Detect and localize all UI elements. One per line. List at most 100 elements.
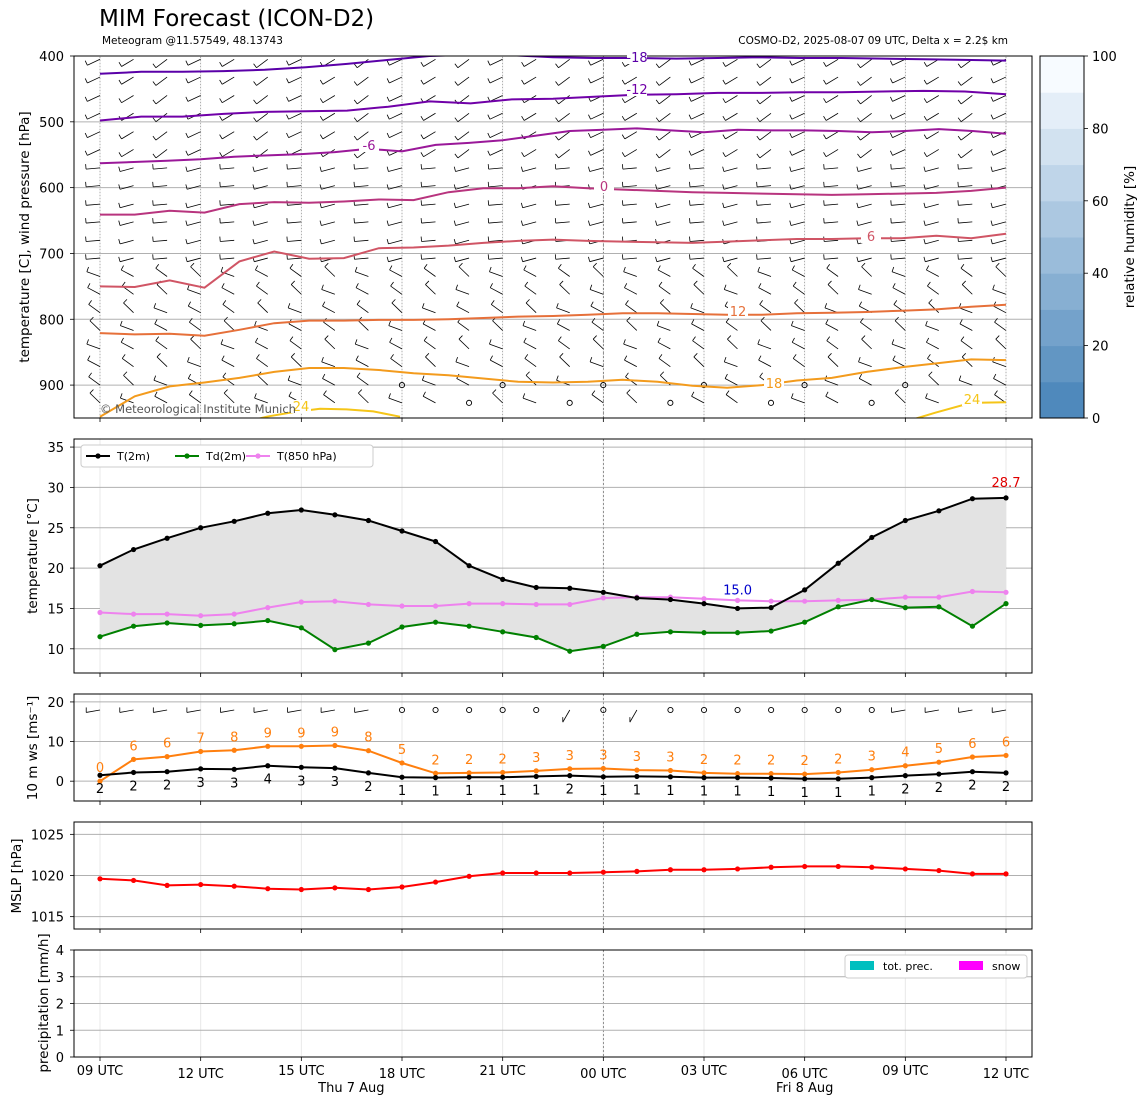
wind-barb — [556, 307, 570, 314]
wind-barb-flag — [928, 299, 933, 304]
mslp-point — [198, 881, 204, 888]
series-point — [500, 629, 506, 635]
wind-barb-flag — [992, 284, 995, 290]
wind-barb-flag — [290, 280, 295, 285]
wind-barb — [155, 267, 168, 277]
wind-barb-flag — [589, 357, 593, 363]
wind-barb-flag — [825, 319, 829, 325]
wind-barb-flag — [923, 79, 928, 85]
wind-barb-flag — [453, 202, 456, 208]
legend-marker — [95, 453, 101, 459]
wind-barb-flag — [856, 238, 859, 245]
series-point — [198, 613, 204, 619]
wind-barb — [790, 185, 805, 190]
wind-barb — [321, 289, 335, 295]
wind-barb-flag — [391, 299, 396, 304]
wind-barb — [156, 356, 168, 367]
wind-barb-flag — [857, 135, 861, 141]
wind-barb — [86, 185, 101, 188]
wind-barb — [790, 221, 805, 226]
wind-barb — [155, 340, 168, 350]
wind-barb — [119, 221, 134, 226]
wind-barb — [995, 338, 1007, 350]
wind-barb-flag — [454, 153, 459, 159]
wind-barb — [692, 267, 705, 277]
wind-barb-flag — [253, 135, 257, 141]
time-tick-label: 15 UTC — [278, 1064, 324, 1079]
contour-label-bg — [962, 393, 982, 406]
gust-value-label: 6 — [968, 737, 976, 752]
wind-barb-flag — [558, 263, 562, 269]
wind-barb — [186, 709, 201, 713]
wind-barb-flag — [319, 79, 324, 85]
contour-label-bg — [728, 305, 748, 318]
wind-barb-flag — [890, 96, 893, 102]
wind-barb — [656, 185, 671, 190]
legend-entry: Td(2m) — [205, 450, 246, 463]
wind-barb — [691, 95, 705, 102]
wind-barb-flag — [84, 150, 88, 156]
wind-barb — [958, 239, 973, 242]
wind-barb-flag — [860, 317, 864, 323]
wind-point — [936, 759, 942, 765]
wind-barb-flag — [520, 220, 524, 226]
wind-barb — [488, 257, 503, 260]
temp-tick-label: 25 — [47, 522, 64, 537]
contour-label-bg — [594, 180, 614, 193]
wind-barb-flag — [521, 79, 525, 85]
wind-barb-flag — [84, 60, 88, 66]
wind-barb — [455, 257, 470, 263]
wind-barb-flag — [286, 96, 289, 102]
wind-barb — [522, 325, 537, 331]
gust-value-label: 2 — [733, 754, 741, 769]
wind-barb-flag — [84, 132, 88, 138]
mslp-point — [600, 869, 606, 875]
wind-barb-flag — [153, 303, 157, 309]
wind-barb — [321, 239, 335, 245]
wind-barb — [358, 320, 369, 331]
wind-barb — [254, 397, 268, 404]
wind-barb-flag — [155, 263, 160, 269]
wind-barb — [992, 361, 1006, 368]
wind-barb — [154, 323, 168, 331]
wind-barb-flag — [757, 339, 760, 345]
series-point — [466, 601, 472, 607]
mslp-point — [969, 871, 976, 877]
wind-barb-flag — [590, 301, 594, 307]
isotherm--18 — [99, 56, 1007, 75]
wind-barb — [658, 358, 671, 367]
series-point — [298, 507, 304, 513]
wind-barb-flag — [621, 98, 626, 103]
wind-barb-flag — [995, 335, 1000, 340]
colorbar-segment — [1040, 345, 1084, 383]
wind-barb-flag — [185, 132, 189, 138]
wind-barb — [356, 95, 369, 105]
isotherm-24 — [914, 401, 1007, 418]
colorbar-segment — [1040, 56, 1084, 93]
wind-barb-flag — [789, 166, 792, 172]
wind-barb — [960, 340, 973, 350]
wind-barb-flag — [386, 150, 390, 156]
wind-barb-flag — [555, 99, 559, 105]
wind-barb-flag — [386, 256, 389, 262]
wind-barb-flag — [892, 283, 896, 288]
wind-barb-flag — [489, 355, 493, 361]
wind-barb-flag — [723, 284, 727, 290]
wind-barb — [824, 239, 839, 242]
wind-barb — [255, 269, 268, 277]
series-point — [936, 604, 942, 610]
wind-barb — [824, 221, 839, 224]
wind-barb — [220, 239, 235, 242]
wind-barb-flag — [588, 166, 591, 172]
wind-barb — [288, 323, 302, 331]
wind-barb — [758, 359, 772, 368]
wind-barb-flag — [252, 220, 255, 226]
gust-value-label: 3 — [532, 751, 540, 766]
wind-barb — [187, 131, 201, 138]
wind-point — [936, 771, 942, 777]
wind-barb-flag — [253, 117, 257, 122]
wind-barb-flag — [722, 220, 725, 226]
wind-barb — [894, 392, 906, 404]
wind-barb — [89, 392, 101, 404]
wind-point — [835, 776, 841, 782]
